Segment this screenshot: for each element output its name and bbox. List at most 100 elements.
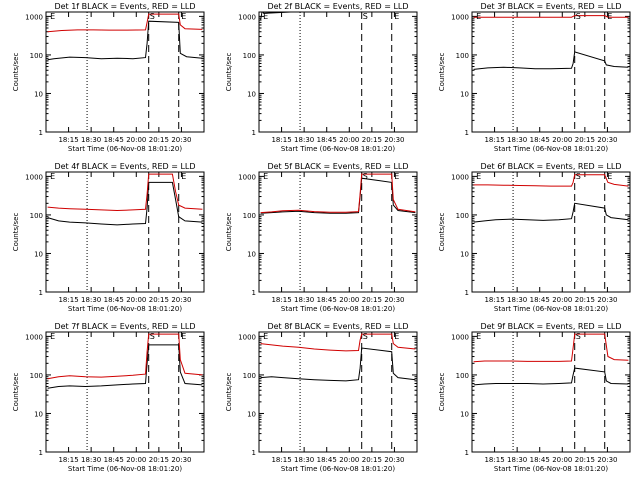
x-tick-label: 20:15 [575,296,595,304]
lld-series [47,333,203,380]
det-panel-4: Det 4f BLACK = Events, RED = LLD 1 10 100 10… [12,162,205,313]
y-tick-label: 10 [34,90,43,98]
x-tick-label: 18:30 [81,136,101,144]
lld-series [260,333,416,352]
lld-series [473,333,629,363]
plot-title: Det 9f BLACK = Events, RED = LLD [480,322,621,331]
x-tick-label: 18:45 [317,136,337,144]
x-tick-label: 18:45 [104,456,124,464]
y-axis-label: Counts/sec [12,373,20,412]
marker-letter: E [263,12,268,21]
plot-title: Det 4f BLACK = Events, RED = LLD [54,162,195,171]
marker-letter: S [363,12,368,21]
marker-letter: E [181,172,186,181]
x-axis-label: Start Time (06-Nov-08 18:01:20) [281,465,395,473]
plot-title: Det 6f BLACK = Events, RED = LLD [480,162,621,171]
y-tick-label: 10 [460,410,469,418]
lld-series [473,15,629,18]
x-tick-label: 18:45 [530,136,550,144]
det-panel-1: Det 1f BLACK = Events, RED = LLD 1 10 100 10… [12,2,205,153]
events-series [47,20,203,61]
marker-letter: S [150,12,155,21]
plot-frame [258,11,418,133]
y-axis-label: Counts/sec [438,53,446,92]
y-tick-label: 100 [30,212,43,220]
lld-series [473,174,629,187]
marker-letter: E [263,172,268,181]
x-tick-label: 20:30 [597,296,617,304]
x-axis-label: Start Time (06-Nov-08 18:01:20) [68,305,182,313]
marker-letter: E [181,12,186,21]
y-tick-label: 1 [39,289,43,297]
marker-letter: S [576,172,581,181]
x-tick-label: 18:30 [507,136,527,144]
y-tick-label: 100 [30,52,43,60]
plot-frame [258,171,418,293]
plot-title: Det 5f BLACK = Events, RED = LLD [267,162,408,171]
plot-frame [258,331,418,453]
marker-letter: E [50,172,55,181]
x-tick-label: 20:15 [575,136,595,144]
x-axis-label: Start Time (06-Nov-08 18:01:20) [494,465,608,473]
y-tick-label: 1 [39,449,43,457]
x-tick-label: 20:00 [339,296,359,304]
x-tick-label: 20:00 [339,136,359,144]
y-tick-label: 1000 [451,173,469,181]
y-tick-label: 100 [243,212,256,220]
x-tick-label: 18:30 [81,296,101,304]
x-tick-label: 18:15 [271,136,291,144]
y-axis-label: Counts/sec [12,213,20,252]
marker-letter: E [476,332,481,341]
x-tick-label: 20:30 [597,456,617,464]
det-panel-9: Det 9f BLACK = Events, RED = LLD 1 10 100 10… [438,322,631,473]
x-tick-label: 20:30 [384,136,404,144]
y-tick-label: 1 [465,449,469,457]
lld-series [260,173,416,214]
marker-letter: E [394,172,399,181]
y-tick-label: 1000 [25,173,43,181]
events-series [473,367,629,386]
y-tick-label: 1000 [238,13,256,21]
x-tick-label: 18:15 [58,296,78,304]
x-tick-label: 18:45 [317,296,337,304]
y-axis-label: Counts/sec [225,213,233,252]
x-tick-label: 20:00 [552,456,572,464]
det-panel-6: Det 6f BLACK = Events, RED = LLD 1 10 100 10… [438,162,631,313]
marker-letter: E [394,12,399,21]
y-tick-label: 1 [252,289,256,297]
x-tick-label: 20:30 [171,456,191,464]
y-tick-label: 10 [34,410,43,418]
x-axis-label: Start Time (06-Nov-08 18:01:20) [68,465,182,473]
x-tick-label: 18:15 [484,136,504,144]
det-panel-2: Det 2f BLACK = Events, RED = LLD 1 10 100 10… [225,2,418,153]
x-tick-label: 18:15 [271,456,291,464]
marker-letter: E [50,12,55,21]
x-tick-label: 20:00 [126,296,146,304]
plot-title: Det 2f BLACK = Events, RED = LLD [267,2,408,11]
plot-frame [471,171,631,293]
x-axis-label: Start Time (06-Nov-08 18:01:20) [68,145,182,153]
plot-frame [471,11,631,133]
y-tick-label: 10 [460,250,469,258]
y-axis-label: Counts/sec [438,373,446,412]
x-tick-label: 18:15 [58,136,78,144]
events-series [47,181,203,226]
y-tick-label: 100 [456,212,469,220]
lld-series [47,13,203,33]
y-tick-label: 1 [39,129,43,137]
x-tick-label: 18:45 [317,456,337,464]
x-tick-label: 20:30 [171,296,191,304]
y-tick-label: 100 [456,372,469,380]
y-tick-label: 1000 [451,13,469,21]
marker-letter: E [607,12,612,21]
marker-letter: S [576,12,581,21]
events-series [47,344,203,389]
x-tick-label: 18:45 [530,296,550,304]
x-tick-label: 18:15 [484,456,504,464]
marker-letter: S [363,332,368,341]
marker-letter: E [607,172,612,181]
marker-letter: E [263,332,268,341]
y-tick-label: 100 [30,372,43,380]
x-tick-label: 20:00 [126,136,146,144]
y-tick-label: 1 [465,289,469,297]
